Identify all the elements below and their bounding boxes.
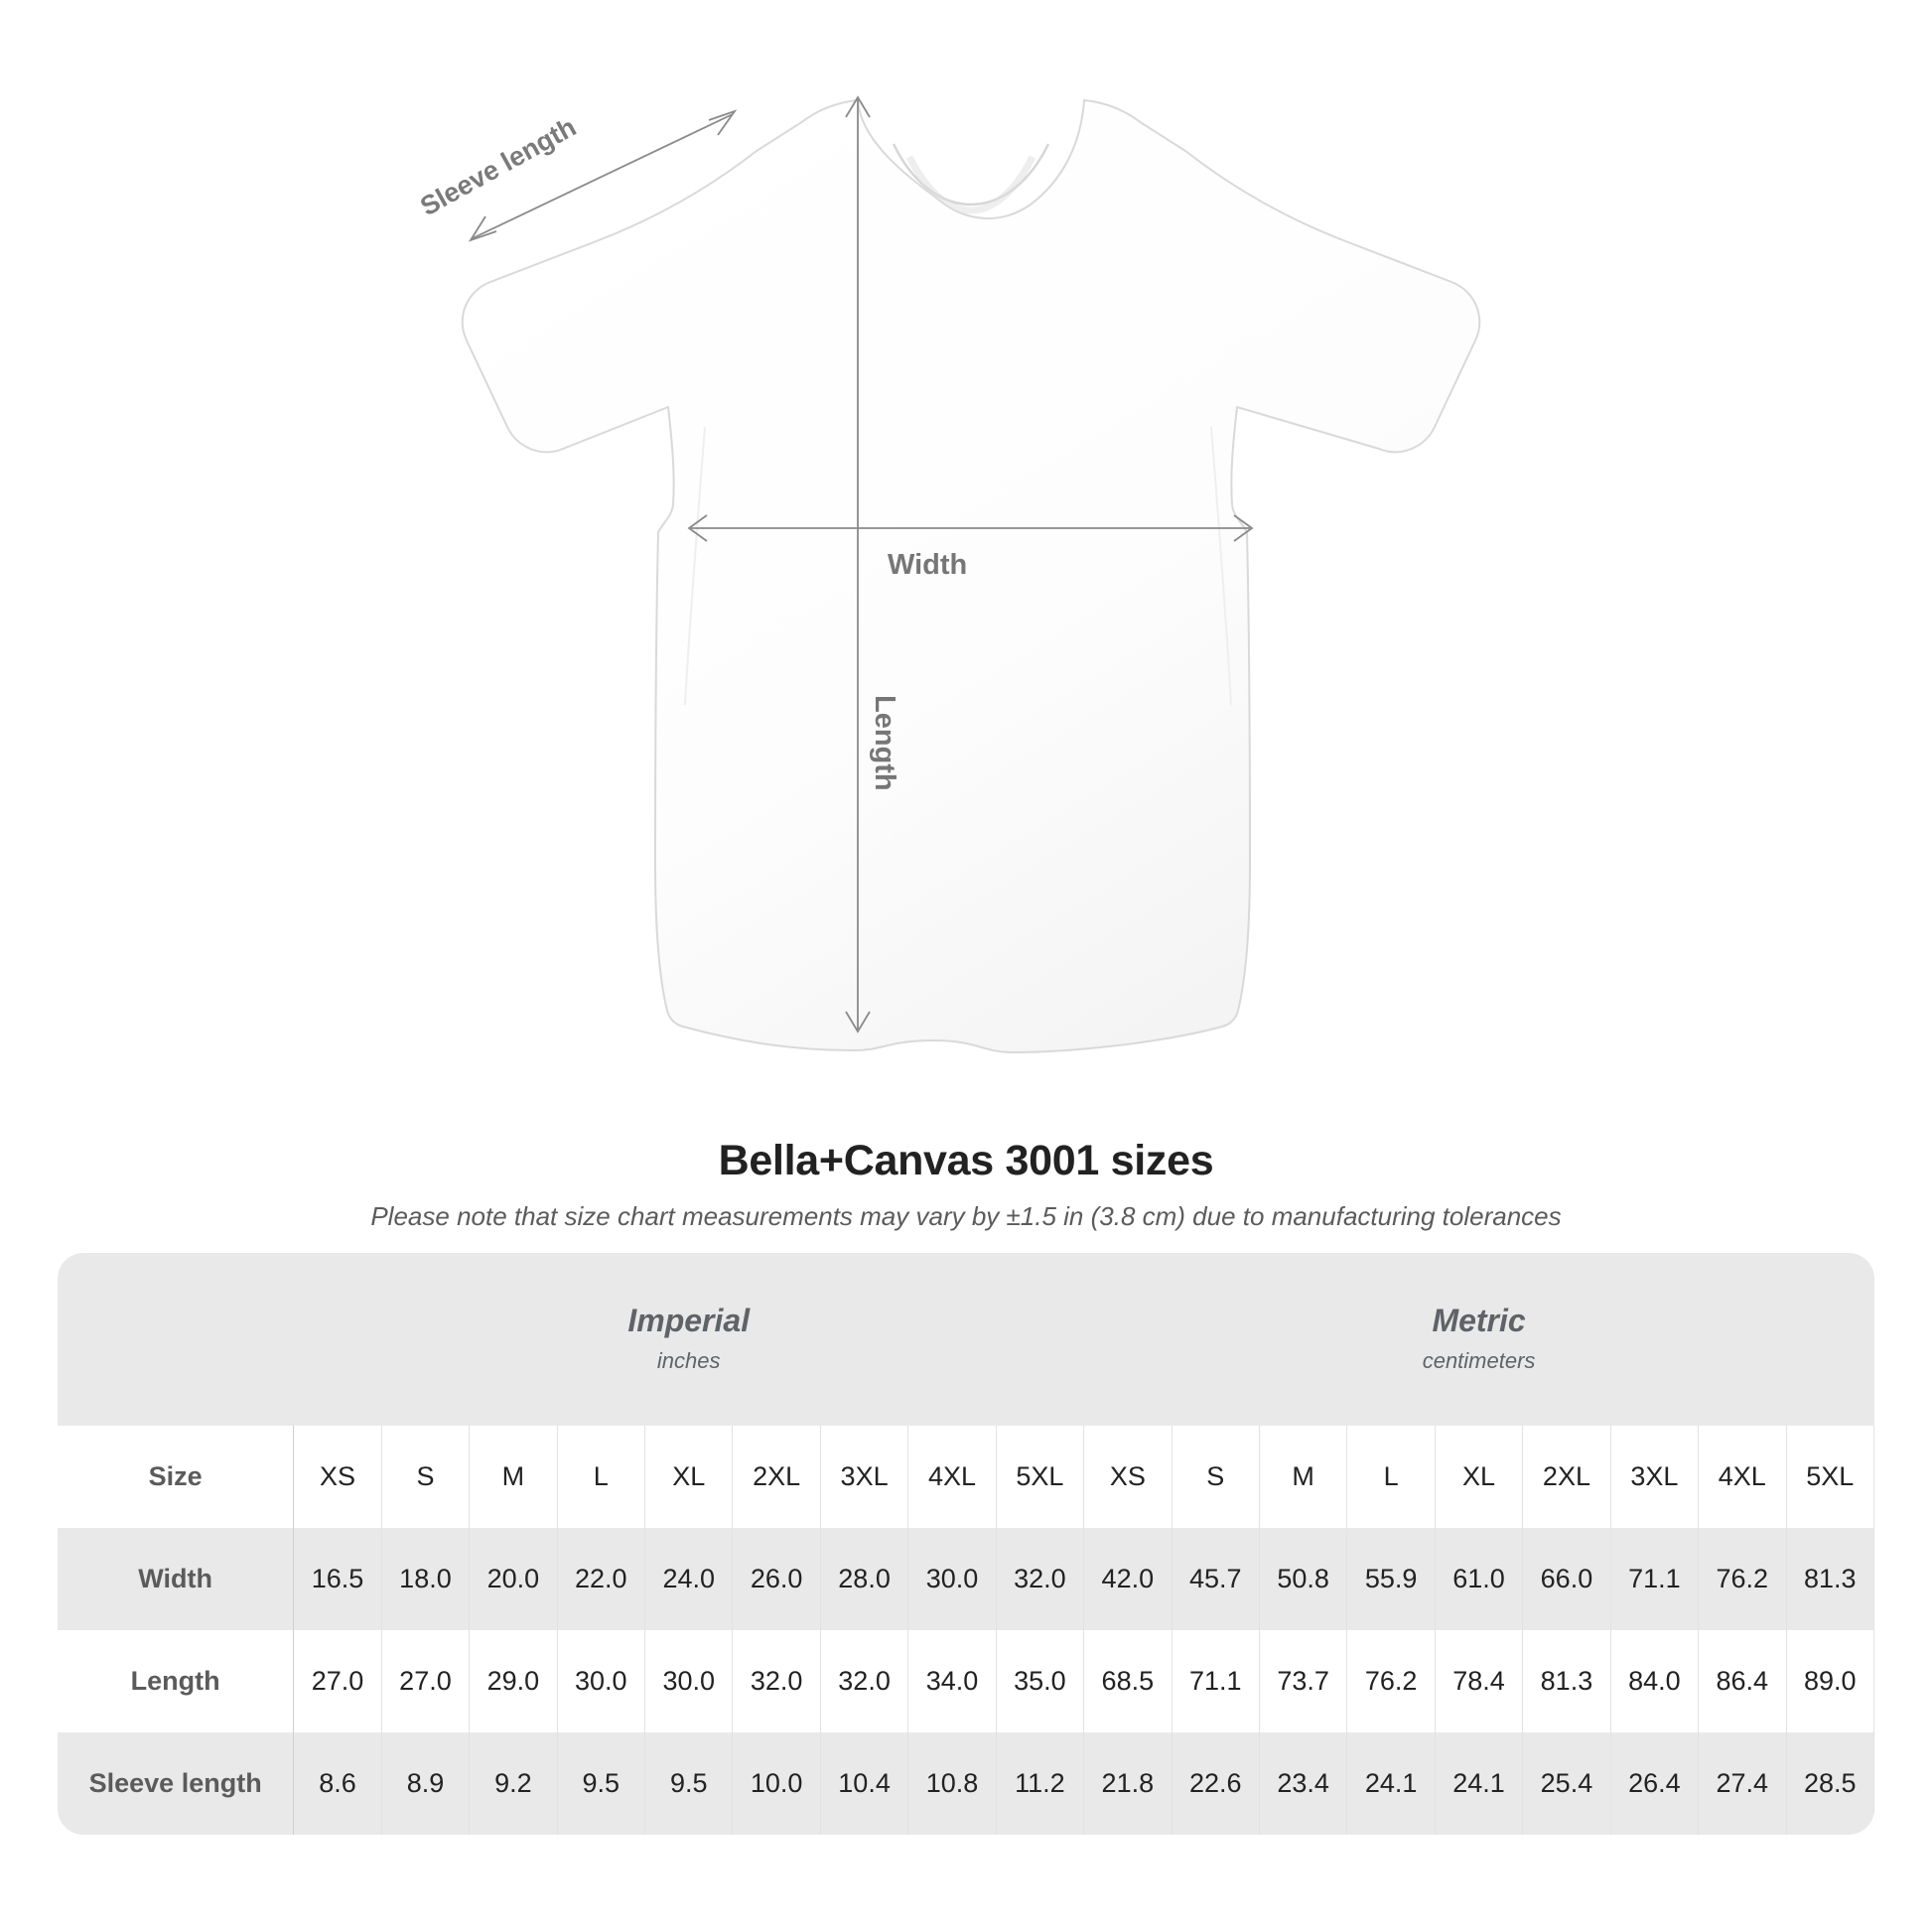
svg-text:Length: Length (869, 695, 900, 791)
svg-text:Width: Width (888, 549, 967, 581)
svg-text:Sleeve length: Sleeve length (415, 112, 581, 222)
